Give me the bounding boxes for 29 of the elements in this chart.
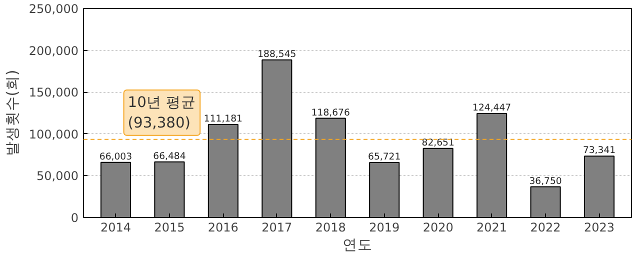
data-label: 188,545 <box>258 48 296 60</box>
x-tick-label: 2019 <box>369 220 400 234</box>
data-label: 65,721 <box>368 152 401 163</box>
y-tick-label: 50,000 <box>36 169 79 184</box>
x-tick-label: 2020 <box>422 220 454 234</box>
x-tick-label: 2015 <box>154 220 185 234</box>
x-tick-label: 2023 <box>584 220 615 234</box>
y-tick-label: 100,000 <box>28 127 78 142</box>
data-label: 66,003 <box>99 151 132 162</box>
y-tick-label: 200,000 <box>28 44 78 58</box>
data-label: 73,341 <box>582 145 616 156</box>
y-tick-label: 0 <box>70 211 79 225</box>
ref-line-label: 10년 평균 (93,380) <box>128 94 196 132</box>
x-tick-label: 2021 <box>476 220 508 234</box>
data-label: 36,750 <box>529 176 562 187</box>
y-tick-label: 250,000 <box>28 2 78 16</box>
data-label: 124,447 <box>472 102 512 114</box>
x-tick-label: 2017 <box>262 220 292 234</box>
data-label: 111,181 <box>204 114 243 125</box>
x-tick-label: 2018 <box>315 220 346 234</box>
data-label: 118,676 <box>311 107 350 118</box>
x-tick-label: 2022 <box>530 220 561 234</box>
y-axis-title: 발생횟수(회) <box>4 70 21 156</box>
x-axis-title: 연도 <box>342 236 372 254</box>
data-label: 66,484 <box>153 150 186 162</box>
data-label: 82,651 <box>422 137 454 148</box>
x-tick-label: 2016 <box>208 220 238 234</box>
y-tick-label: 150,000 <box>28 86 78 100</box>
x-tick-label: 2014 <box>100 220 132 234</box>
